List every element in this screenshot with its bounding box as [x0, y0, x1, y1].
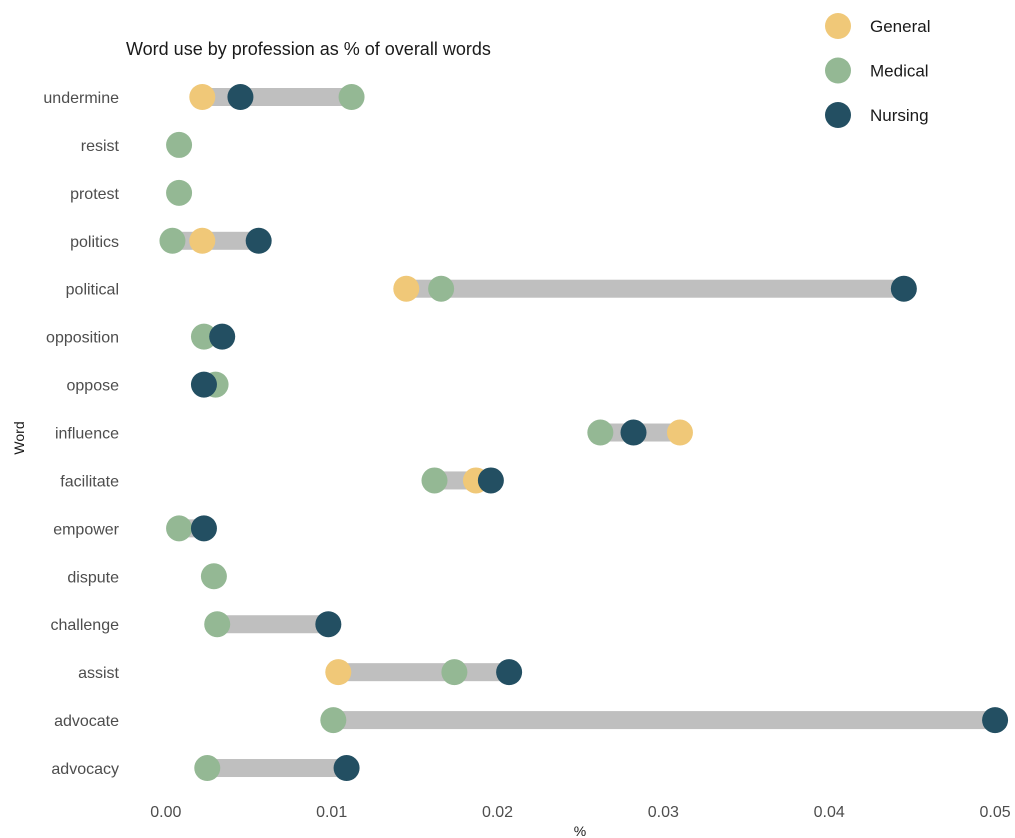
point-medical-facilitate [421, 467, 448, 494]
range-bar-political [406, 279, 904, 298]
point-nursing-advocate [982, 707, 1009, 734]
y-tick-label: oppose [67, 378, 120, 395]
point-nursing-empower [190, 515, 217, 542]
point-nursing-influence [620, 419, 647, 446]
point-medical-political [428, 275, 455, 302]
legend-label-nursing: Nursing [870, 106, 929, 125]
legend-swatch-general [825, 13, 851, 39]
range-bars [172, 88, 996, 778]
y-tick-label: advocate [54, 713, 119, 730]
x-tick-label: 0.02 [482, 804, 513, 821]
legend-swatch-nursing [825, 102, 851, 128]
legend-swatch-medical [825, 57, 851, 84]
range-bar-advocacy [207, 759, 347, 778]
point-nursing-facilitate [477, 467, 504, 494]
point-medical-challenge [204, 611, 231, 638]
point-nursing-advocacy [333, 755, 360, 782]
y-tick-label: politics [70, 234, 119, 251]
point-medical-resist [166, 131, 193, 158]
x-tick-label: 0.01 [316, 804, 347, 821]
data-points [159, 84, 1009, 782]
point-general-politics [189, 227, 216, 254]
y-tick-label: dispute [67, 569, 119, 586]
range-bar-assist [338, 663, 510, 682]
point-nursing-assist [496, 659, 523, 686]
point-nursing-oppose [190, 371, 217, 398]
legend-label-medical: Medical [870, 62, 929, 81]
y-tick-label: empower [53, 521, 119, 538]
point-general-assist [325, 659, 352, 686]
point-medical-advocacy [194, 755, 221, 782]
range-bar-advocate [333, 711, 996, 730]
point-general-influence [666, 419, 693, 446]
x-tick-label: 0.04 [814, 804, 845, 821]
legend-label-general: General [870, 17, 930, 36]
y-tick-label: political [66, 282, 119, 299]
range-bar-undermine [202, 88, 352, 106]
y-tick-label: challenge [51, 617, 120, 634]
x-tick-labels: 0.00 0.01 0.02 0.03 0.04 0.05 [150, 804, 1011, 821]
point-medical-influence [587, 419, 614, 446]
point-general-political [393, 275, 420, 302]
y-tick-labels: undermine resist protest politics political o… [43, 90, 119, 778]
point-nursing-undermine [227, 84, 254, 110]
x-tick-label: 0.05 [980, 804, 1011, 821]
point-nursing-opposition [209, 323, 236, 350]
point-medical-undermine [338, 84, 365, 110]
point-nursing-politics [245, 227, 272, 254]
y-tick-label: undermine [43, 90, 119, 107]
y-tick-label: opposition [46, 330, 119, 347]
point-medical-empower [166, 515, 193, 542]
y-tick-label: advocacy [51, 761, 119, 778]
x-tick-label: 0.03 [648, 804, 679, 821]
legend: General Medical Nursing [825, 13, 930, 128]
point-general-undermine [189, 84, 216, 110]
y-tick-label: facilitate [60, 473, 119, 490]
y-tick-label: resist [81, 138, 120, 155]
point-medical-assist [441, 659, 468, 686]
point-medical-protest [166, 179, 193, 206]
range-bar-challenge [217, 615, 329, 634]
x-axis-title: % [574, 823, 586, 838]
y-axis-title: Word [11, 421, 27, 454]
point-medical-dispute [200, 563, 227, 590]
chart-title: Word use by profession as % of overall w… [126, 39, 491, 59]
point-medical-opposition [190, 323, 217, 350]
point-nursing-political [890, 275, 917, 302]
y-tick-label: influence [55, 426, 119, 443]
point-medical-advocate [320, 707, 347, 734]
point-medical-politics [159, 227, 186, 254]
y-tick-label: protest [70, 186, 119, 203]
y-tick-label: assist [78, 665, 119, 682]
point-nursing-challenge [315, 611, 342, 638]
x-tick-label: 0.00 [150, 804, 181, 821]
